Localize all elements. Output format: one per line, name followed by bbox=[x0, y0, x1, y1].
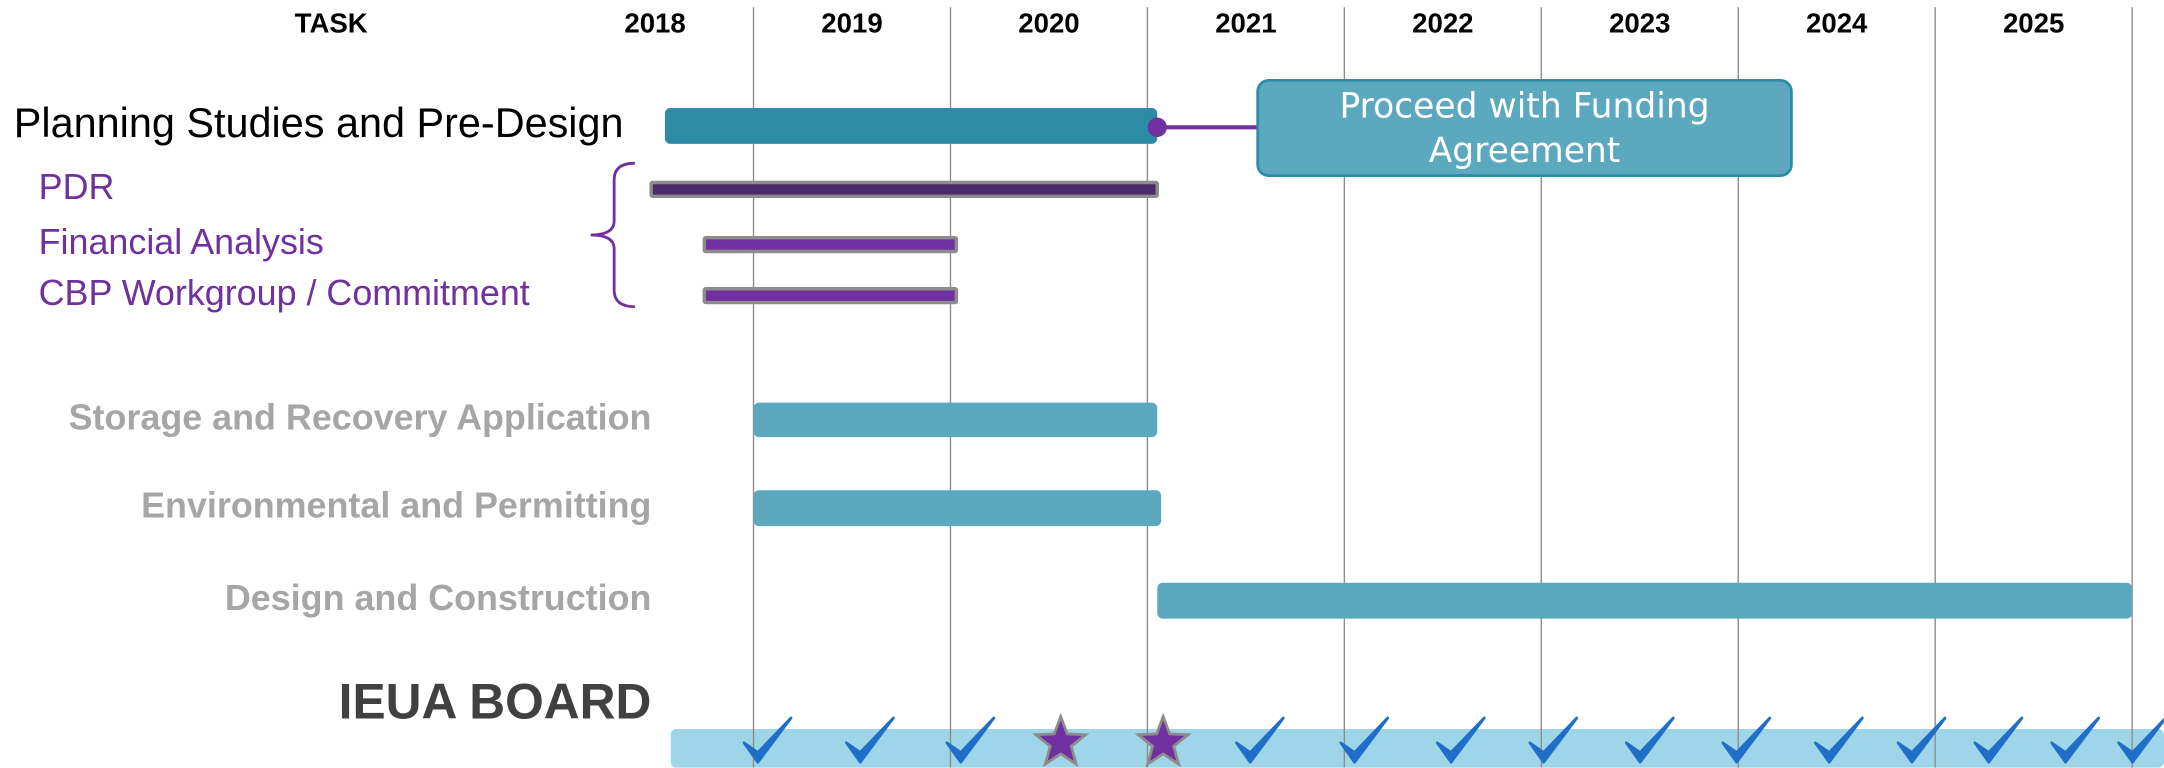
x-tick-label: 2024 bbox=[1806, 7, 1868, 38]
task-bar bbox=[1157, 582, 2133, 619]
board-check bbox=[1235, 716, 1285, 764]
x-tick-label: 2025 bbox=[2003, 7, 2064, 38]
task-bar bbox=[753, 490, 1162, 527]
task-label: Planning Studies and Pre-Design bbox=[14, 100, 624, 146]
board-star bbox=[1032, 712, 1090, 768]
task-label: PDR bbox=[39, 167, 115, 207]
callout-dot bbox=[1147, 117, 1167, 137]
board-check bbox=[742, 716, 793, 764]
board-check bbox=[1624, 716, 1675, 764]
board-strip bbox=[670, 729, 2164, 768]
board-check bbox=[945, 716, 996, 764]
callout-text: Proceed with Funding Agreement bbox=[1339, 85, 1710, 170]
task-label: CBP Workgroup / Commitment bbox=[39, 273, 530, 313]
x-tick-label: 2018 bbox=[624, 7, 685, 38]
x-tick-label: 2023 bbox=[1609, 7, 1670, 38]
task-bar bbox=[702, 235, 959, 254]
board-check bbox=[1528, 716, 1579, 764]
board-check bbox=[1896, 716, 1947, 764]
task-bar bbox=[753, 402, 1158, 438]
board-check bbox=[2117, 717, 2164, 764]
x-tick-label: 2022 bbox=[1412, 7, 1473, 38]
board-check bbox=[1339, 716, 1390, 764]
board-check bbox=[1721, 716, 1772, 764]
task-label: Environmental and Permitting bbox=[141, 486, 651, 526]
x-tick-label: 2019 bbox=[821, 7, 882, 38]
callout-box bbox=[1256, 78, 1793, 177]
task-label: Financial Analysis bbox=[39, 222, 324, 262]
board-check bbox=[1435, 716, 1486, 764]
task-label: Design and Construction bbox=[225, 578, 652, 618]
task-bar bbox=[664, 107, 1158, 144]
board-star bbox=[1134, 712, 1192, 768]
task-header: TASK bbox=[295, 7, 368, 38]
group-brace bbox=[590, 161, 635, 309]
board-check bbox=[1814, 716, 1864, 764]
board-check bbox=[2050, 716, 2101, 764]
task-bar bbox=[702, 287, 959, 305]
callout-container: Proceed with Funding Agreement bbox=[1339, 85, 1710, 170]
board-check bbox=[1973, 716, 2024, 764]
x-tick-label: 2020 bbox=[1018, 7, 1079, 38]
task-bar bbox=[649, 180, 1159, 199]
x-tick-label: 2021 bbox=[1215, 7, 1276, 38]
board-label: IEUA BOARD bbox=[339, 674, 652, 730]
task-label: Storage and Recovery Application bbox=[69, 397, 652, 437]
board-check bbox=[845, 716, 895, 764]
